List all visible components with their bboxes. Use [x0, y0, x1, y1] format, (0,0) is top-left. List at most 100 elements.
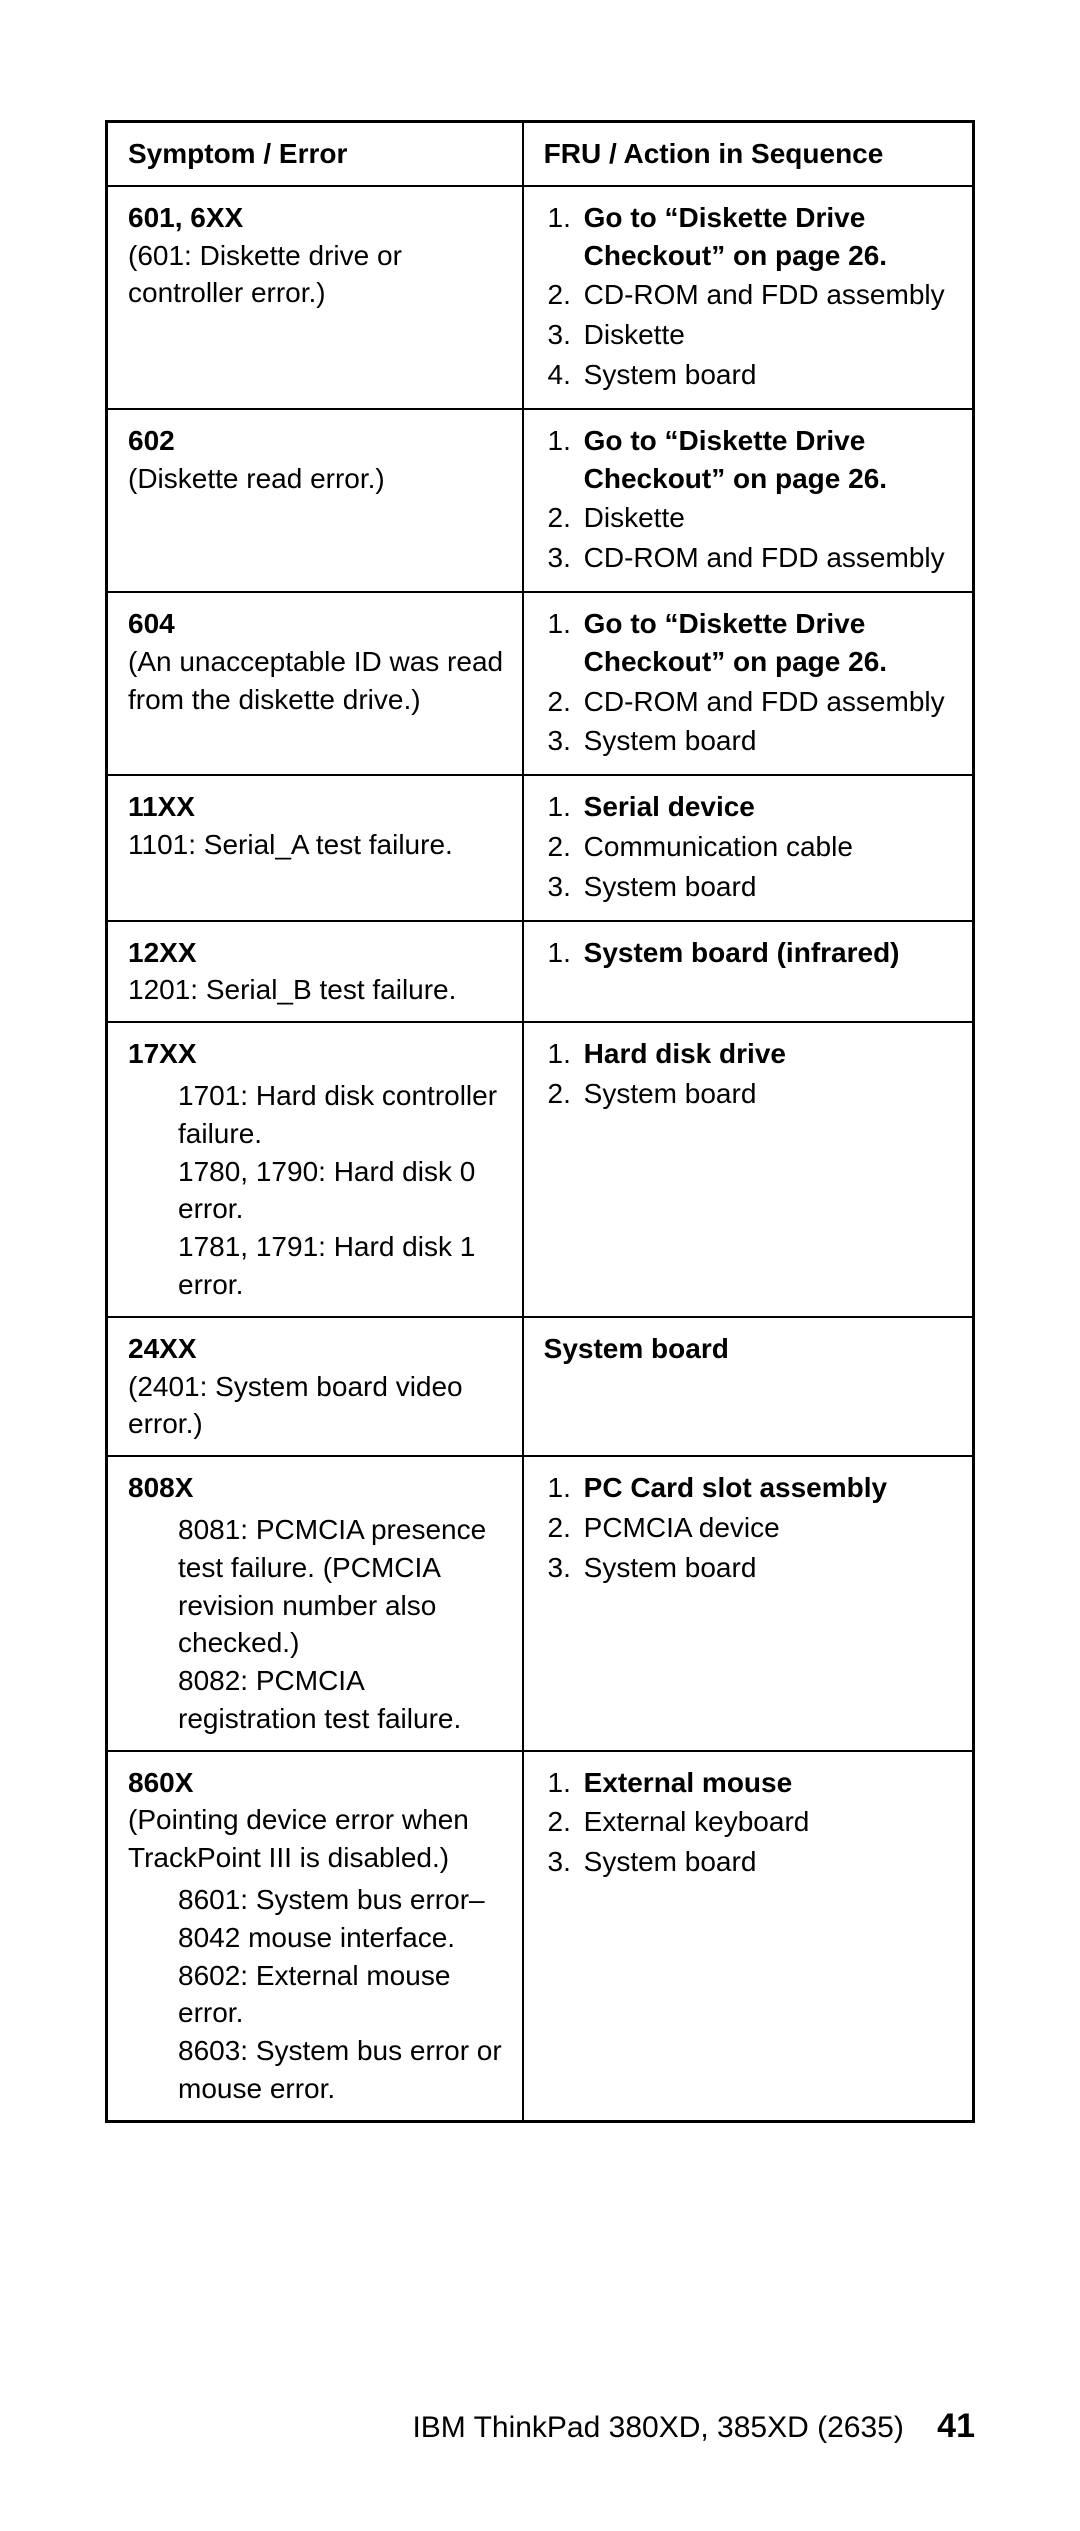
table-row: 601, 6XX (601: Diskette drive or controll… [107, 186, 974, 409]
symptom-code: 604 [128, 608, 175, 639]
symptom-sublist-item: 8081: PCMCIA presence test failure. (PCM… [178, 1514, 486, 1658]
action-item-text: PC Card slot assembly [584, 1472, 887, 1503]
action-item: Hard disk drive [579, 1035, 956, 1073]
table-row: 11XX 1101: Serial_A test failure. Serial d… [107, 775, 974, 920]
action-item-text: CD-ROM and FDD assembly [584, 686, 945, 717]
action-plain: System board [544, 1333, 729, 1364]
action-item: Go to “Diskette Drive Checkout” on page … [579, 605, 956, 681]
symptom-cell: 11XX 1101: Serial_A test failure. [107, 775, 523, 920]
action-item: System board [579, 868, 956, 906]
action-item-text: System board [584, 1846, 757, 1877]
action-item-text: Go to “Diskette Drive Checkout” on page … [584, 608, 887, 677]
action-item: CD-ROM and FDD assembly [579, 539, 956, 577]
action-item: External mouse [579, 1764, 956, 1802]
action-item-text: Diskette [584, 319, 685, 350]
page-footer: IBM ThinkPad 380XD, 385XD (2635) 41 [412, 2407, 975, 2446]
symptom-desc: (2401: System board video error.) [128, 1371, 463, 1440]
action-item: CD-ROM and FDD assembly [579, 683, 956, 721]
action-list: External mouse External keyboard System bo… [544, 1764, 956, 1881]
action-cell: System board (infrared) [523, 921, 974, 1023]
action-item-text: External keyboard [584, 1806, 810, 1837]
action-item-text: Go to “Diskette Drive Checkout” on page … [584, 425, 887, 494]
symptom-cell: 808X 8081: PCMCIA presence test failure. … [107, 1456, 523, 1751]
symptom-desc: 1101: Serial_A test failure. [128, 829, 453, 860]
action-item-text: Communication cable [584, 831, 853, 862]
action-cell: Go to “Diskette Drive Checkout” on page … [523, 186, 974, 409]
header-action: FRU / Action in Sequence [523, 122, 974, 186]
table-body: 601, 6XX (601: Diskette drive or controll… [107, 186, 974, 2122]
action-item: System board [579, 1549, 956, 1587]
symptom-sublist-item: 1701: Hard disk controller failure. [178, 1080, 497, 1149]
action-cell: System board [523, 1317, 974, 1456]
symptom-code: 24XX [128, 1333, 197, 1364]
action-cell: Serial device Communication cable System b… [523, 775, 974, 920]
symptom-sublist-item: 1780, 1790: Hard disk 0 error. [178, 1156, 475, 1225]
symptom-code: 11XX [128, 791, 195, 822]
action-item: System board [579, 1075, 956, 1113]
action-item-text: CD-ROM and FDD assembly [584, 279, 945, 310]
action-cell: Hard disk drive System board [523, 1022, 974, 1317]
symptom-sublist-item: 8602: External mouse error. [178, 1960, 450, 2029]
action-item-text: Serial device [584, 791, 755, 822]
symptom-cell: 24XX (2401: System board video error.) [107, 1317, 523, 1456]
action-item: Diskette [579, 316, 956, 354]
action-item: System board [579, 1843, 956, 1881]
action-item: Communication cable [579, 828, 956, 866]
action-item: Go to “Diskette Drive Checkout” on page … [579, 199, 956, 275]
action-item-text: System board [584, 1078, 757, 1109]
symptom-code: 808X [128, 1472, 193, 1503]
symptom-desc: (601: Diskette drive or controller error… [128, 240, 402, 309]
action-list: Hard disk drive System board [544, 1035, 956, 1113]
header-symptom: Symptom / Error [107, 122, 523, 186]
action-item-text: Go to “Diskette Drive Checkout” on page … [584, 202, 887, 271]
action-item-text: System board [584, 359, 757, 390]
symptom-sublist-item: 1781, 1791: Hard disk 1 error. [178, 1231, 475, 1300]
action-item-text: Diskette [584, 502, 685, 533]
symptom-cell: 601, 6XX (601: Diskette drive or controll… [107, 186, 523, 409]
action-item: System board [579, 356, 956, 394]
action-item: Go to “Diskette Drive Checkout” on page … [579, 422, 956, 498]
action-cell: Go to “Diskette Drive Checkout” on page … [523, 409, 974, 592]
table-row: 602 (Diskette read error.) Go to “Diskette… [107, 409, 974, 592]
table-row: 604 (An unacceptable ID was read from the… [107, 592, 974, 775]
action-item: PC Card slot assembly [579, 1469, 956, 1507]
symptom-sublist-item: 8082: PCMCIA registration test failure. [178, 1665, 461, 1734]
symptom-desc: (Diskette read error.) [128, 463, 385, 494]
table-header-row: Symptom / Error FRU / Action in Sequence [107, 122, 974, 186]
action-item: CD-ROM and FDD assembly [579, 276, 956, 314]
action-list: Go to “Diskette Drive Checkout” on page … [544, 422, 956, 577]
symptom-sublist-item: 8603: System bus error or mouse error. [178, 2035, 502, 2104]
action-item-text: External mouse [584, 1767, 793, 1798]
table-row: 17XX1701: Hard disk controller failure.1… [107, 1022, 974, 1317]
action-item-text: Hard disk drive [584, 1038, 786, 1069]
footer-text: IBM ThinkPad 380XD, 385XD (2635) [412, 2411, 903, 2444]
symptom-sublist: 1701: Hard disk controller failure. 1780,… [128, 1077, 506, 1304]
symptom-code: 17XX [128, 1038, 197, 1069]
action-item-text: CD-ROM and FDD assembly [584, 542, 945, 573]
symptom-code: 12XX [128, 937, 197, 968]
symptom-desc: 1201: Serial_B test failure. [128, 974, 456, 1005]
symptom-cell: 602 (Diskette read error.) [107, 409, 523, 592]
document-page: Symptom / Error FRU / Action in Sequence… [0, 0, 1080, 2531]
table-row: 808X 8081: PCMCIA presence test failure. … [107, 1456, 974, 1751]
action-item-text: System board [584, 871, 757, 902]
action-item: Diskette [579, 499, 956, 537]
action-list: Go to “Diskette Drive Checkout” on page … [544, 199, 956, 394]
symptom-sublist-item: 8601: System bus error–8042 mouse interf… [178, 1884, 485, 1953]
symptom-cell: 604 (An unacceptable ID was read from the… [107, 592, 523, 775]
action-item: System board (infrared) [579, 934, 956, 972]
action-list: Serial device Communication cable System b… [544, 788, 956, 905]
symptom-cell: 860X(Pointing device error when TrackPoi… [107, 1751, 523, 2122]
symptom-desc: (An unacceptable ID was read from the di… [128, 646, 503, 715]
action-cell: Go to “Diskette Drive Checkout” on page … [523, 592, 974, 775]
page-number: 41 [937, 2407, 975, 2445]
troubleshooting-table: Symptom / Error FRU / Action in Sequence… [105, 120, 975, 2123]
action-list: Go to “Diskette Drive Checkout” on page … [544, 605, 956, 760]
symptom-code: 602 [128, 425, 175, 456]
table-row: 24XX (2401: System board video error.) Sys… [107, 1317, 974, 1456]
action-item-text: System board [584, 1552, 757, 1583]
symptom-code: 601, 6XX [128, 202, 243, 233]
action-item: PCMCIA device [579, 1509, 956, 1547]
action-item: External keyboard [579, 1803, 956, 1841]
symptom-code: 860X [128, 1767, 193, 1798]
